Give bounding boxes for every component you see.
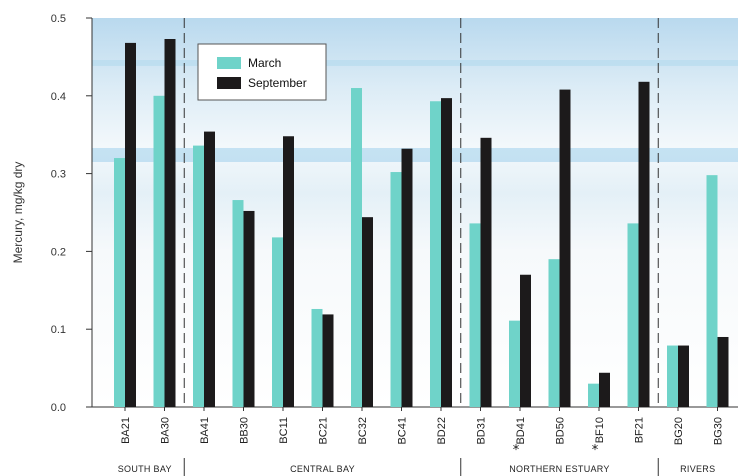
bar-march-bc32	[351, 88, 362, 408]
background-wave	[92, 148, 738, 162]
y-axis-title: Mercury, mg/kg dry	[11, 162, 25, 264]
category-label-bd50: BD50	[555, 417, 567, 445]
y-tick-label: 0.0	[51, 402, 66, 414]
bar-september-bf21	[638, 81, 650, 408]
bar-september-bg20	[678, 345, 689, 407]
y-tick-label: 0.2	[51, 246, 66, 258]
bar-march-bd41	[509, 320, 520, 407]
group-label-central-bay: CENTRAL BAY	[290, 464, 355, 474]
asterisk-marker: *	[592, 443, 599, 458]
bar-september-bd41	[520, 274, 531, 407]
legend-label-march: March	[248, 56, 281, 70]
bar-march-bc21	[311, 308, 323, 407]
bar-september-bb30	[243, 210, 255, 407]
legend-swatch-march	[217, 57, 241, 69]
bar-september-ba21	[125, 42, 136, 408]
category-label-ba41: BA41	[199, 417, 211, 444]
category-label-ba21: BA21	[120, 417, 132, 444]
group-label-south-bay: SOUTH BAY	[118, 464, 172, 474]
group-label-northern-estuary: NORTHERN ESTUARY	[509, 464, 609, 474]
bar-september-bc21	[322, 314, 334, 407]
group-label-rivers: RIVERS	[680, 464, 715, 474]
y-tick-label: 0.4	[51, 91, 66, 103]
bar-march-bb30	[232, 200, 244, 407]
bar-march-bf10	[588, 383, 599, 407]
category-label-ba30: BA30	[160, 417, 172, 444]
legend-box	[197, 43, 327, 101]
legend: March September	[197, 43, 327, 101]
category-label-bd22: BD22	[436, 417, 448, 445]
category-label-bc32: BC32	[357, 417, 369, 445]
bar-march-bc11	[272, 237, 283, 407]
category-label-bc41: BC41	[397, 417, 409, 445]
category-label-bd31: BD31	[476, 417, 488, 445]
category-label-bf21: BF21	[634, 417, 646, 443]
bar-september-bc41	[401, 148, 413, 408]
category-label-bg20: BG20	[673, 417, 685, 445]
bar-march-bd50	[548, 259, 560, 407]
bar-september-bg30	[717, 336, 729, 407]
y-tick-label: 0.3	[51, 169, 66, 181]
bar-march-bc41	[390, 172, 402, 407]
y-tick-label: 0.1	[51, 324, 66, 336]
bar-september-bf10	[599, 372, 610, 407]
category-label-bc21: BC21	[318, 417, 330, 445]
legend-swatch-september	[217, 77, 241, 89]
category-label-bd41: BD41	[515, 417, 527, 445]
asterisk-marker: *	[513, 443, 520, 458]
bar-september-bd22	[441, 98, 452, 407]
bar-march-bf21	[627, 223, 639, 407]
bar-march-bg30	[706, 175, 718, 407]
background-wave	[92, 60, 738, 66]
bar-march-bd22	[430, 101, 441, 407]
bar-september-bc11	[283, 136, 294, 408]
bar-september-ba41	[204, 131, 215, 407]
bar-march-ba41	[193, 145, 204, 408]
bar-september-bd31	[480, 137, 492, 407]
bar-march-bd31	[469, 223, 481, 407]
category-label-bc11: BC11	[278, 417, 290, 444]
bar-september-bc32	[362, 217, 373, 407]
bar-september-ba30	[164, 39, 176, 407]
legend-label-september: September	[248, 76, 307, 90]
category-label-bg30: BG30	[713, 417, 725, 445]
bar-march-bg20	[667, 345, 678, 407]
bar-september-bd50	[559, 89, 571, 408]
category-label-bf10: BF10	[594, 417, 606, 443]
category-label-bb30: BB30	[239, 417, 251, 444]
bar-march-ba21	[114, 158, 125, 407]
y-tick-label: 0.5	[51, 13, 66, 25]
bar-march-ba30	[153, 95, 165, 408]
